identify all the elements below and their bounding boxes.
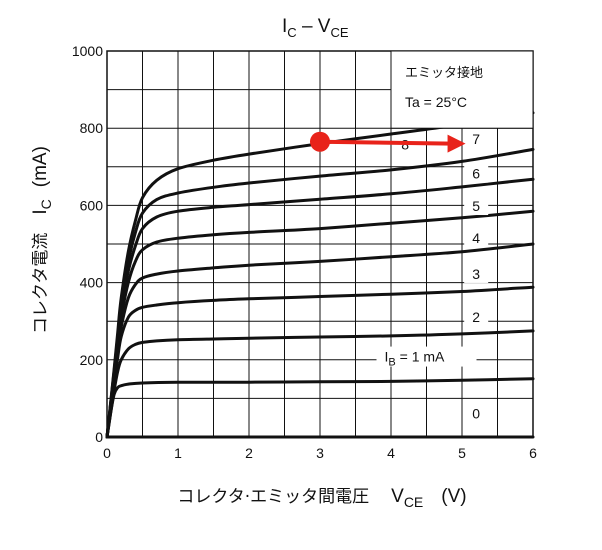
y-tick-label: 200 xyxy=(80,352,104,368)
ib-series-label: IB = 1 mA xyxy=(376,346,477,369)
x-tick-label: 4 xyxy=(387,445,395,461)
curve-label-bg xyxy=(464,404,489,423)
curve-label: 6 xyxy=(472,166,480,182)
annotation-arrow xyxy=(310,131,466,153)
x-tick-label: 1 xyxy=(174,445,182,461)
x-tick-label: 5 xyxy=(458,445,466,461)
curve-label-bg xyxy=(464,164,489,183)
x-tick-label: 0 xyxy=(103,445,111,461)
curve-label: 5 xyxy=(472,198,480,214)
y-tick-label: 800 xyxy=(80,120,104,136)
x-tick-label: 2 xyxy=(245,445,253,461)
annotation-arrow-shaft xyxy=(319,139,452,146)
curve-label-bg xyxy=(464,129,489,148)
y-tick-labels: 0 200 400 600 800 1000 xyxy=(72,43,103,445)
curve-label-bg xyxy=(464,229,489,248)
ib-label-text: IB = 1 mA xyxy=(385,349,446,369)
legend-temperature: Ta = 25°C xyxy=(405,94,467,110)
annotation-marker-dot xyxy=(310,131,330,152)
chart-title: IC – VCE xyxy=(282,16,349,40)
y-tick-label: 1000 xyxy=(72,43,103,59)
legend-emitter-grounded: エミッタ接地 xyxy=(405,65,483,81)
curve-label: 7 xyxy=(472,131,480,147)
curve-label-bg xyxy=(464,264,489,283)
legend-box: エミッタ接地 Ta = 25°C xyxy=(390,50,534,129)
curve-label: 0 xyxy=(472,405,480,421)
x-tick-label: 3 xyxy=(316,445,324,461)
x-tick-labels: 0 1 2 3 4 5 6 xyxy=(103,445,537,461)
curve-label: 3 xyxy=(472,266,480,282)
x-axis-label: コレクタ·エミッタ間電圧 VCE (V) xyxy=(177,486,466,510)
curve-label-bg xyxy=(464,308,489,327)
y-tick-label: 400 xyxy=(80,275,104,291)
curve-labels: 87654320 xyxy=(393,129,489,423)
data-series xyxy=(105,111,535,439)
series-line-ib-8 xyxy=(105,111,535,439)
curve-label: 2 xyxy=(472,309,480,325)
x-tick-label: 6 xyxy=(529,445,537,461)
y-tick-label: 600 xyxy=(80,197,104,213)
y-tick-label: 0 xyxy=(95,429,103,445)
curve-label: 4 xyxy=(472,230,480,246)
curve-label-bg xyxy=(464,197,489,216)
annotation-arrow-head xyxy=(447,134,466,153)
y-axis-label: コレクタ電流IC(mA) xyxy=(30,146,54,334)
